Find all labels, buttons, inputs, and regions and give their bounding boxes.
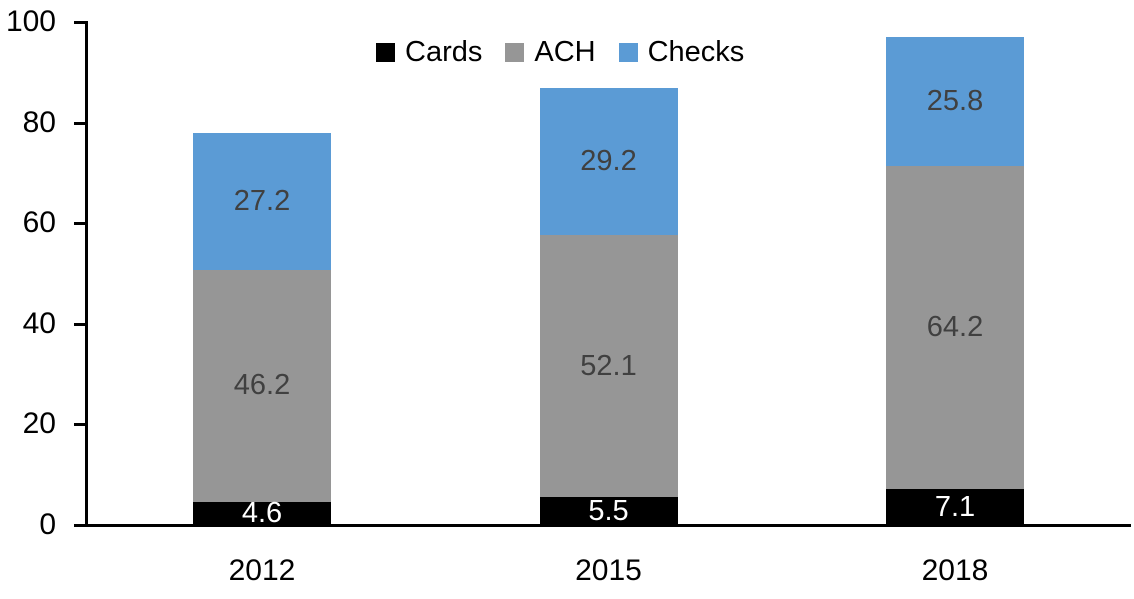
data-label: 7.1 bbox=[934, 490, 976, 523]
legend-swatch-icon bbox=[618, 42, 638, 62]
data-label: 52.1 bbox=[580, 349, 637, 382]
data-label: 29.2 bbox=[580, 145, 637, 178]
bar-segment-cards: 7.1 bbox=[886, 489, 1024, 525]
legend-label: Checks bbox=[647, 36, 745, 68]
x-axis-line bbox=[85, 524, 1131, 527]
y-axis-tick bbox=[74, 322, 88, 326]
legend-swatch-icon bbox=[505, 42, 525, 62]
y-tick-label: 0 bbox=[39, 508, 56, 541]
data-label: 46.2 bbox=[233, 369, 291, 402]
y-axis-line bbox=[85, 21, 88, 527]
legend-item-cards: Cards bbox=[376, 37, 482, 67]
bar-segment-checks: 27.2 bbox=[193, 132, 331, 270]
bar-segment-cards: 4.6 bbox=[193, 496, 331, 529]
x-axis-label: 2012 bbox=[228, 554, 296, 587]
bar-segment-ach: 52.1 bbox=[539, 235, 678, 498]
bar-segment-ach: 64.2 bbox=[886, 166, 1024, 490]
y-tick-label: 100 bbox=[5, 5, 56, 38]
bar-2015: 5.5 52.1 29.2 bbox=[539, 88, 678, 527]
bar-2012: 4.6 46.2 27.2 bbox=[193, 132, 331, 529]
x-axis-label: 2015 bbox=[575, 554, 642, 587]
bar-segment-ach: 46.2 bbox=[193, 269, 331, 502]
bar-segment-cards: 5.5 bbox=[539, 494, 678, 527]
data-label: 64.2 bbox=[926, 311, 984, 344]
y-tick-label: 80 bbox=[22, 105, 56, 139]
legend-label: Cards bbox=[405, 36, 483, 68]
y-tick-label: 40 bbox=[22, 306, 56, 340]
y-axis-tick bbox=[74, 423, 88, 427]
legend-label: ACH bbox=[534, 36, 596, 68]
y-axis-tick bbox=[74, 222, 88, 226]
bar-segment-checks: 25.8 bbox=[886, 36, 1024, 167]
legend: Cards ACH Checks bbox=[376, 37, 744, 67]
data-label: 27.2 bbox=[233, 184, 291, 217]
data-label: 4.6 bbox=[241, 496, 283, 529]
legend-swatch-icon bbox=[376, 42, 395, 62]
x-axis-label: 2018 bbox=[921, 554, 989, 587]
legend-item-ach: ACH bbox=[505, 36, 596, 68]
data-label: 5.5 bbox=[588, 494, 629, 527]
y-axis-tick bbox=[74, 524, 88, 527]
bar-segment-checks: 29.2 bbox=[539, 88, 678, 236]
bar-2018: 7.1 64.2 25.8 bbox=[886, 36, 1024, 525]
y-axis-tick bbox=[74, 21, 88, 24]
y-tick-label: 60 bbox=[22, 206, 56, 240]
data-label: 25.8 bbox=[926, 84, 984, 117]
legend-item-checks: Checks bbox=[618, 36, 745, 68]
y-axis-tick bbox=[74, 121, 88, 125]
y-tick-label: 20 bbox=[22, 407, 56, 441]
